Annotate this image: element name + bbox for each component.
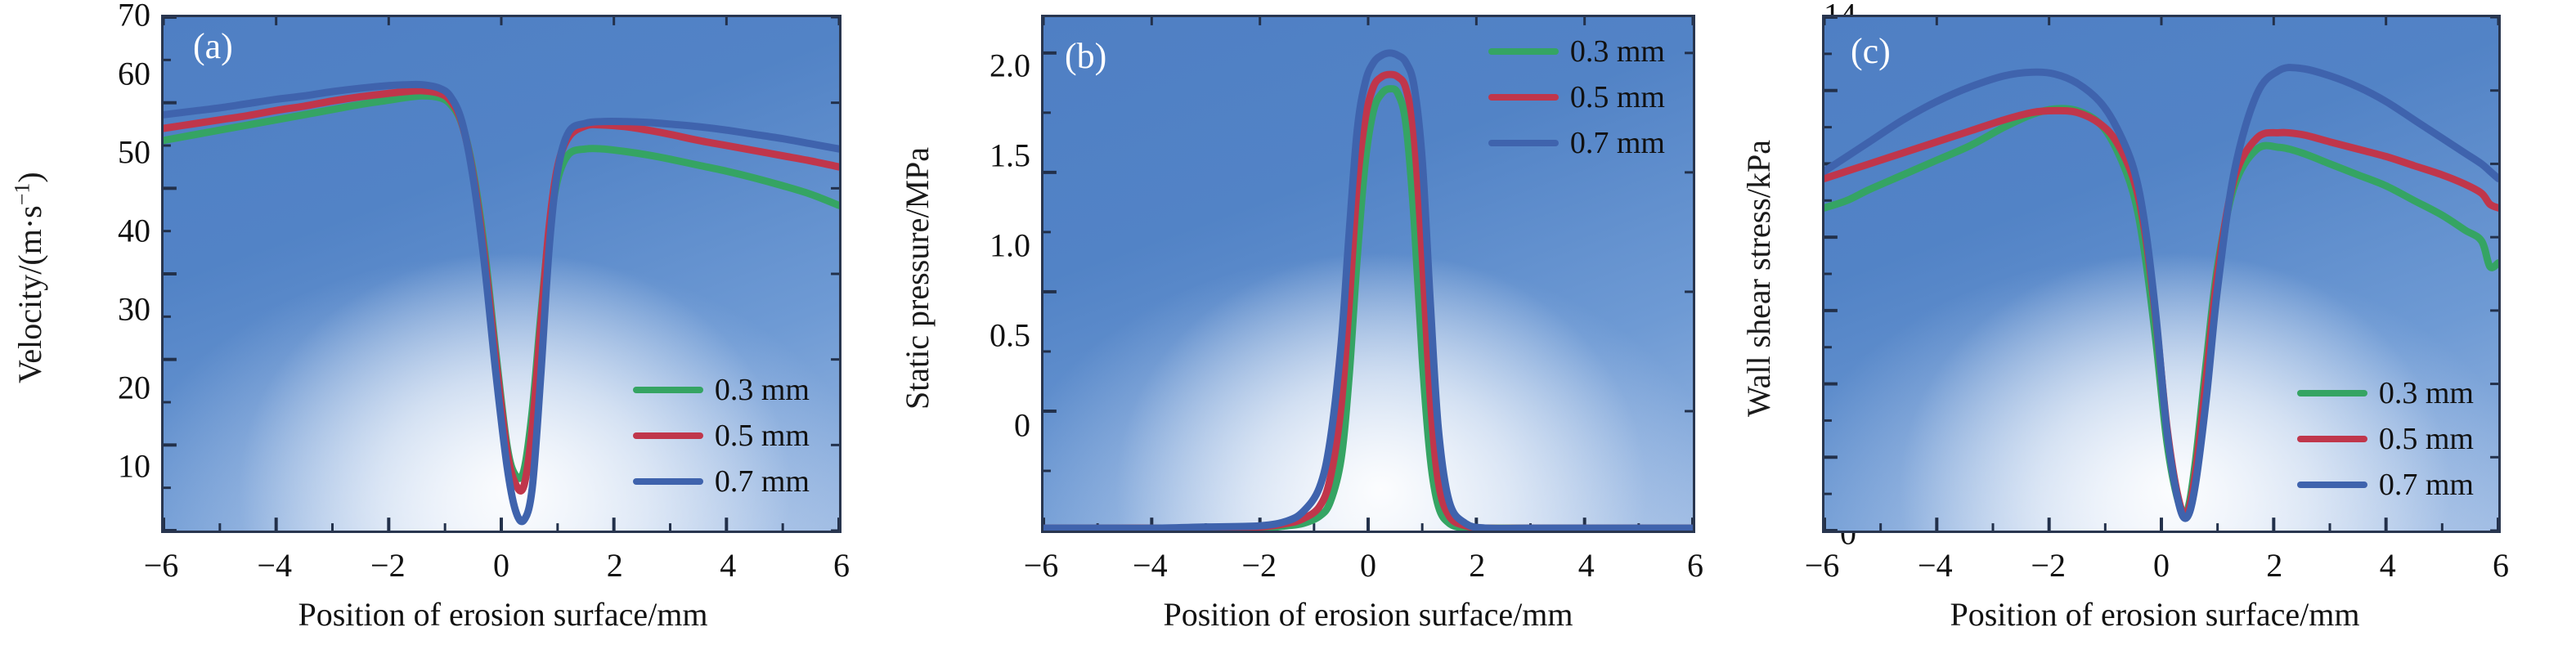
legend-swatch-0_3mm: [2296, 390, 2367, 396]
xtick: 0: [2153, 547, 2170, 584]
panel-a: Velocity/(m·s−1) 70 60 50 40 30 20 10 (a…: [0, 0, 867, 663]
panel-b-tag: (b): [1065, 36, 1107, 76]
xtick: 4: [2379, 547, 2396, 584]
legend-swatch-0_5mm: [1488, 94, 1559, 101]
panel-b-plot-area: (b) 0.3 mm 0.5 mm 0.7 mm: [1041, 15, 1695, 533]
panel-a-legend: 0.3 mm 0.5 mm 0.7 mm: [632, 372, 810, 499]
panel-a-xlabel: Position of erosion surface/mm: [298, 596, 708, 633]
legend-item: 0.3 mm: [1488, 34, 1665, 69]
legend-label: 0.7 mm: [1569, 126, 1665, 160]
legend-item: 0.7 mm: [632, 464, 810, 499]
ytick: 70: [118, 0, 150, 34]
xtick: −6: [1804, 547, 1840, 584]
panel-c-xlabel: Position of erosion surface/mm: [1950, 596, 2360, 633]
legend-label: 0.5 mm: [1569, 80, 1665, 114]
legend-label: 0.3 mm: [1569, 34, 1665, 69]
series-line: [1043, 49, 1693, 531]
xtick: −4: [257, 547, 292, 584]
legend-label: 0.5 mm: [2378, 422, 2474, 456]
legend-item: 0.7 mm: [2296, 467, 2474, 503]
xtick: 2: [606, 547, 623, 584]
legend-item: 0.7 mm: [1488, 125, 1665, 161]
panel-a-plot-area: (a) 0.3 mm 0.5 mm 0.7 mm: [161, 15, 841, 533]
legend-item: 0.3 mm: [632, 372, 810, 408]
ytick: 10: [118, 447, 150, 485]
xtick: 6: [833, 547, 850, 584]
ytick: 50: [118, 133, 150, 171]
ytick: 1.0: [990, 226, 1030, 264]
xtick: −4: [1918, 547, 1953, 584]
panel-c: Wall shear stress/kPa 14 12 10 8 6 4 2 0…: [1717, 0, 2576, 663]
legend-swatch-0_7mm: [632, 478, 703, 485]
xtick: 4: [1577, 547, 1595, 584]
xtick: −2: [370, 547, 406, 584]
panel-c-plot-area: (c) 0.3 mm 0.5 mm 0.7 mm: [1822, 15, 2501, 533]
xtick: 0: [493, 547, 509, 584]
legend-swatch-0_3mm: [1488, 48, 1559, 55]
panel-a-curves: [164, 17, 839, 531]
panel-b-legend: 0.3 mm 0.5 mm 0.7 mm: [1488, 34, 1665, 161]
xtick: 2: [1469, 547, 1486, 584]
legend-item: 0.5 mm: [1488, 79, 1665, 115]
legend-label: 0.3 mm: [714, 373, 810, 407]
panel-b-curves: [1043, 17, 1693, 531]
xtick: −4: [1133, 547, 1168, 584]
legend-swatch-0_7mm: [2296, 482, 2367, 488]
legend-label: 0.5 mm: [714, 419, 810, 453]
ytick: 2.0: [990, 47, 1030, 84]
xtick: 4: [720, 547, 737, 584]
ytick: 0.5: [990, 316, 1030, 354]
xtick: −6: [1023, 547, 1059, 584]
legend-swatch-0_5mm: [2296, 436, 2367, 442]
xtick: −2: [2031, 547, 2066, 584]
legend-label: 0.3 mm: [2378, 376, 2474, 410]
legend-label: 0.7 mm: [2378, 468, 2474, 502]
xtick: −2: [1241, 547, 1277, 584]
legend-swatch-0_3mm: [632, 387, 703, 393]
ytick: 1.5: [990, 137, 1030, 174]
panel-c-ylabel: Wall shear stress/kPa: [1739, 139, 1777, 417]
ytick: 20: [118, 369, 150, 406]
legend-label: 0.7 mm: [714, 464, 810, 499]
xtick: 6: [2493, 547, 2509, 584]
series-line: [164, 80, 839, 526]
panel-b: Static pressure/MPa 2.0 1.5 1.0 0.5 0 (b…: [867, 0, 1717, 663]
ytick: 40: [118, 212, 150, 249]
legend-item: 0.5 mm: [632, 418, 810, 454]
panel-a-tick-marks: [164, 17, 839, 531]
panel-a-tag: (a): [193, 26, 233, 66]
panel-a-ylabel: Velocity/(m·s−1): [10, 172, 48, 384]
panel-c-curves: [1824, 17, 2498, 531]
legend-item: 0.3 mm: [2296, 375, 2474, 411]
ytick: 0: [1014, 406, 1030, 444]
legend-item: 0.5 mm: [2296, 421, 2474, 457]
panel-b-xlabel: Position of erosion surface/mm: [1163, 596, 1573, 633]
panel-b-ylabel: Static pressure/MPa: [899, 146, 936, 410]
xtick: 2: [2266, 547, 2283, 584]
ytick: 30: [118, 290, 150, 328]
xtick: 0: [1360, 547, 1376, 584]
xtick: −6: [143, 547, 179, 584]
legend-swatch-0_5mm: [632, 432, 703, 439]
ytick: 60: [118, 55, 150, 92]
panel-c-legend: 0.3 mm 0.5 mm 0.7 mm: [2296, 375, 2474, 503]
series-line: [1824, 64, 2498, 522]
xtick: 6: [1687, 547, 1703, 584]
legend-swatch-0_7mm: [1488, 140, 1559, 146]
panel-c-tag: (c): [1851, 31, 1891, 71]
